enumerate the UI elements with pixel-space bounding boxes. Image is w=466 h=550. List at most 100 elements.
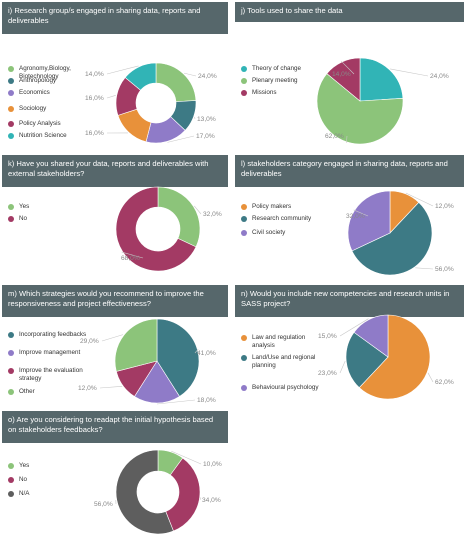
legend-label: Incorporating feedbacks (19, 331, 87, 338)
chart-title-m: m) Which strategies would you recommend … (2, 285, 228, 317)
leader-line (346, 135, 348, 143)
leader-line (156, 399, 196, 405)
chart-title-n: n) Would you include new competencies an… (235, 285, 464, 317)
legend-label: Sociology (19, 105, 47, 112)
pie-slice (359, 57, 404, 102)
pie-slice (353, 314, 389, 358)
leader-line (101, 334, 124, 342)
legend-swatch (8, 90, 14, 96)
value-label: 18,0% (197, 397, 216, 404)
leader-line (171, 450, 202, 465)
legend-swatch (241, 204, 247, 210)
legend-swatch (8, 368, 14, 374)
leader-line (194, 348, 199, 354)
legend-label: Improve management (19, 349, 81, 356)
legend-swatch (8, 477, 14, 483)
legend-label: No (19, 215, 28, 222)
legend-label: Economics (19, 89, 50, 96)
leader-line (405, 192, 434, 207)
legend-swatch (8, 66, 14, 72)
value-label: 29,0% (80, 338, 99, 345)
legend-swatch (8, 78, 14, 84)
value-label: 34,0% (202, 497, 221, 504)
value-label: 16,0% (85, 95, 104, 102)
legend-label: Research community (252, 215, 312, 222)
value-label: 32,0% (203, 211, 222, 218)
legend-label: Policy makers (252, 203, 292, 210)
pie-slice (351, 201, 433, 276)
legend-swatch (241, 355, 247, 361)
leader-line (339, 360, 346, 374)
value-label: 12,0% (78, 385, 97, 392)
leader-line (415, 267, 434, 270)
value-label: 24,0% (198, 73, 217, 80)
legend-label: Yes (19, 203, 30, 210)
leader-line (106, 65, 139, 75)
legend-swatch (8, 332, 14, 338)
legend-label: Agronomy,Biology, Biotechnology (19, 65, 71, 80)
legend-swatch (8, 204, 14, 210)
legend-label: Behavioural psychology (252, 384, 319, 391)
pie-slice (124, 62, 157, 91)
legend-swatch (8, 389, 14, 395)
legend-label: Theory of change (252, 65, 302, 72)
value-label: 10,0% (203, 461, 222, 468)
pie-slice (358, 314, 431, 400)
value-label: 62,0% (435, 379, 454, 386)
legend-label: Anthropology (19, 77, 57, 84)
legend-swatch (8, 121, 14, 127)
legend-label: Law and regulation analysis (252, 334, 306, 349)
legend-label: No (19, 476, 28, 483)
value-label: 14,0% (85, 71, 104, 78)
legend-swatch (241, 335, 247, 341)
value-label: 16,0% (85, 130, 104, 137)
leader-line (199, 497, 201, 501)
leader-line (353, 209, 369, 217)
leader-line (341, 60, 355, 75)
leader-line (183, 72, 197, 77)
leader-line (99, 385, 123, 389)
legend-swatch (241, 78, 247, 84)
legend-swatch (8, 106, 14, 112)
chart-title-k: k) Have you shared your data, reports an… (2, 155, 228, 187)
legend-label: Missions (252, 89, 277, 96)
leader-line (339, 318, 369, 337)
leader-line (167, 135, 195, 143)
value-label: 68,0% (121, 255, 140, 262)
value-label: 12,0% (435, 203, 454, 210)
pie-slice (165, 457, 201, 532)
value-label: 32,0% (346, 213, 365, 220)
leader-line (194, 205, 202, 215)
pie-slice (326, 57, 361, 102)
leader-line (106, 95, 116, 99)
value-label: 41,0% (197, 350, 216, 357)
legend-swatch (241, 66, 247, 72)
legend-swatch (241, 90, 247, 96)
value-label: 24,0% (430, 73, 449, 80)
chart-title-j: j) Tools used to share the data (235, 2, 464, 22)
legend-label: Nutrition Science (19, 132, 67, 139)
value-label: 17,0% (196, 133, 215, 140)
leader-line (390, 68, 429, 77)
legend-label: N/A (19, 490, 30, 497)
pie-slice (115, 186, 197, 272)
legend-label: Plenary meeting (252, 77, 298, 84)
chart-title-l: l) stakeholders category engaged in shar… (235, 155, 464, 187)
legend-swatch (8, 350, 14, 356)
legend-swatch (8, 491, 14, 497)
legend-label: Other (19, 388, 35, 395)
value-label: 14,0% (332, 71, 351, 78)
leader-line (427, 372, 434, 383)
legend-label: Civil society (252, 229, 286, 236)
legend-label: Improve the evaluation strategy (19, 367, 83, 382)
value-label: 56,0% (435, 266, 454, 273)
value-label: 62,0% (325, 133, 344, 140)
leader-line (121, 251, 144, 259)
